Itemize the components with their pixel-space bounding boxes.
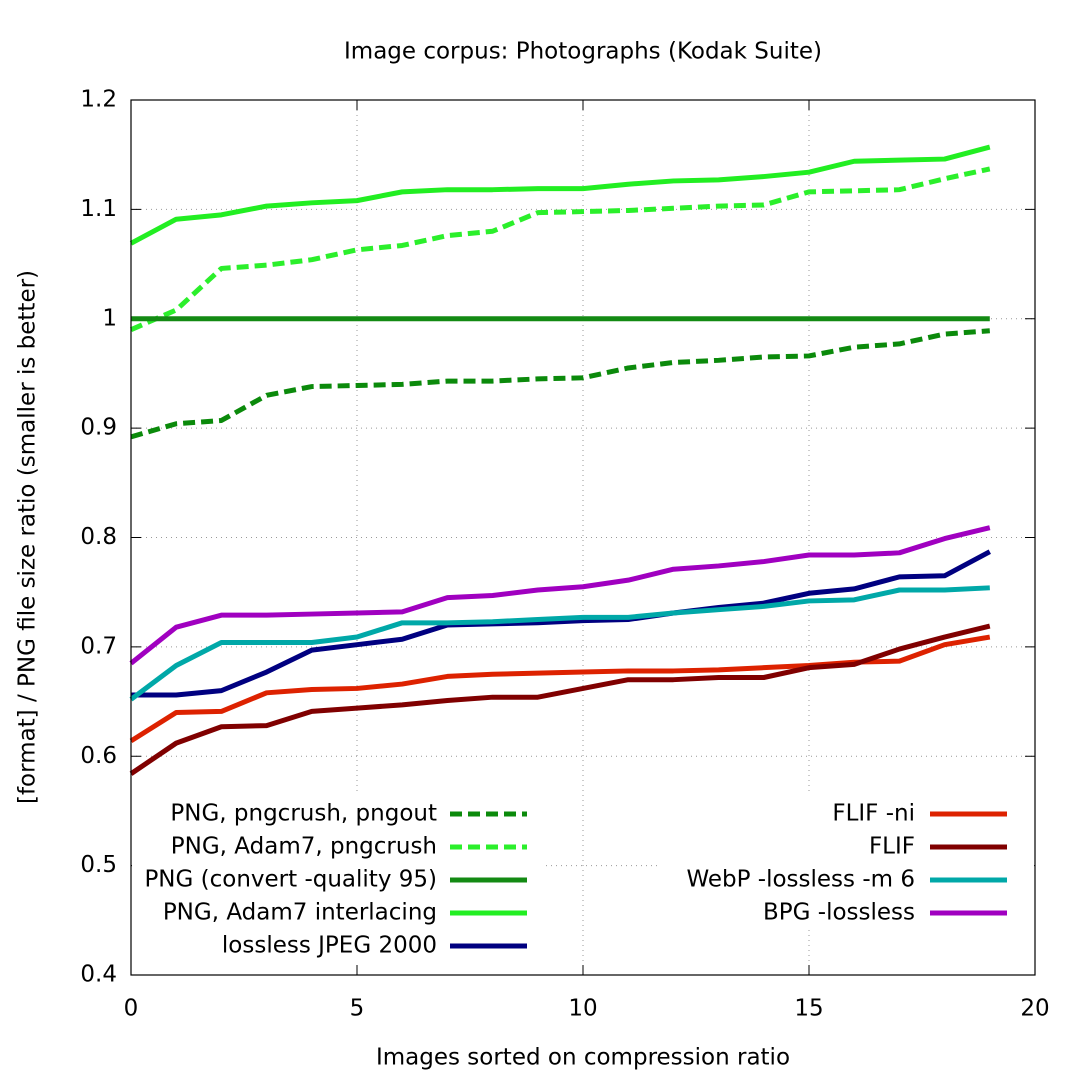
y-tick-label: 0.5 bbox=[80, 852, 117, 878]
y-tick-label: 1.2 bbox=[80, 87, 117, 113]
y-axis-label: [format] / PNG file size ratio (smaller … bbox=[15, 270, 41, 804]
series-line bbox=[129, 623, 991, 776]
y-tick-label: 0.9 bbox=[80, 415, 117, 441]
y-tick-label: 0.8 bbox=[80, 524, 117, 550]
legend-label: BPG -lossless bbox=[763, 900, 915, 926]
legend-label: WebP -lossless -m 6 bbox=[686, 867, 915, 893]
series-line bbox=[131, 549, 991, 698]
y-tick-label: 0.7 bbox=[80, 633, 117, 659]
x-tick-label: 5 bbox=[350, 996, 365, 1022]
series-line bbox=[129, 585, 990, 702]
legend: PNG, pngcrush, pngout PNG, Adam7, pngcrus… bbox=[132, 795, 1034, 965]
legend-label: FLIF -ni bbox=[832, 801, 915, 827]
legend-label: PNG, Adam7 interlacing bbox=[163, 900, 437, 926]
plot-lines bbox=[129, 144, 991, 776]
y-tick-label: 1 bbox=[102, 305, 117, 331]
series-line bbox=[130, 328, 990, 440]
y-tick-label: 0.6 bbox=[80, 743, 117, 769]
chart-title: Image corpus: Photographs (Kodak Suite) bbox=[344, 39, 822, 65]
series-line bbox=[129, 144, 991, 246]
legend-label: PNG, Adam7, pngcrush bbox=[171, 834, 437, 860]
legend-label: FLIF bbox=[869, 834, 915, 860]
y-tick-label: 1.1 bbox=[80, 196, 117, 222]
series-line bbox=[129, 525, 991, 666]
y-tick-label: 0.4 bbox=[80, 962, 117, 988]
legend-label: PNG (convert -quality 95) bbox=[144, 867, 437, 893]
x-tick-label: 0 bbox=[124, 996, 139, 1022]
legend-label: lossless JPEG 2000 bbox=[222, 933, 437, 959]
plot-border bbox=[130, 99, 1036, 976]
x-axis-label: Images sorted on compression ratio bbox=[376, 1045, 790, 1071]
x-tick-label: 20 bbox=[1020, 996, 1049, 1022]
legend-box bbox=[660, 795, 1034, 930]
series-line bbox=[130, 166, 991, 332]
legend-label: PNG, pngcrush, pngout bbox=[170, 801, 437, 827]
x-tick-label: 15 bbox=[794, 996, 823, 1022]
x-tick-label: 10 bbox=[568, 996, 597, 1022]
